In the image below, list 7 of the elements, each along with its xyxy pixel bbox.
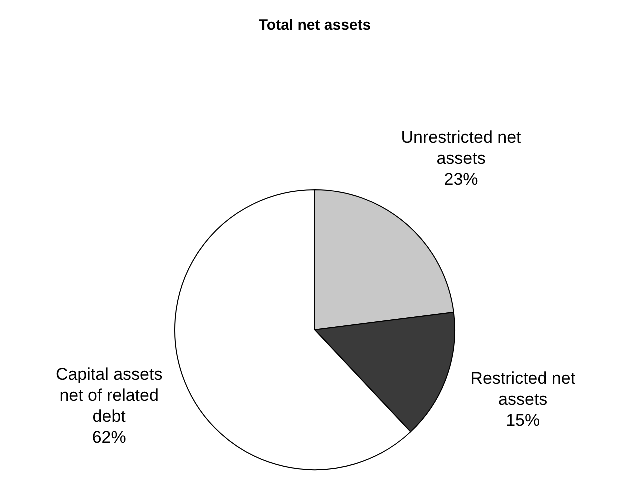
slice-label: Unrestricted net assets xyxy=(401,128,522,168)
slice-label: Capital assets net of related debt xyxy=(56,364,163,426)
data-label: 23% xyxy=(444,170,478,190)
data-label: 15% xyxy=(506,410,540,430)
data-label: 62% xyxy=(92,428,126,447)
slice-label: Restricted net assets xyxy=(470,368,576,409)
chart-title: Total net assets xyxy=(258,17,372,34)
